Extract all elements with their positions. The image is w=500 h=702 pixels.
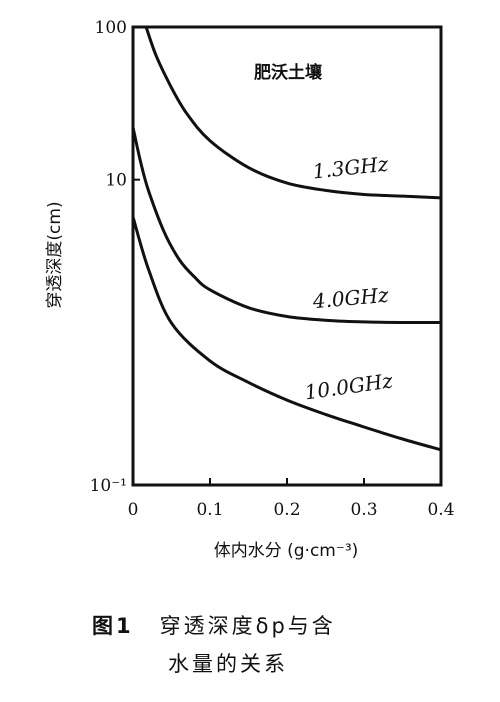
series-group [131, 25, 443, 452]
x-axis-label: 体内水分 (g·cm⁻³) [214, 541, 359, 561]
y-tick-label: 10 [105, 171, 127, 191]
x-tick-label: 0.2 [273, 500, 300, 520]
y-tick-label: 10⁻¹ [90, 476, 127, 496]
series-line-10.0GHz [131, 215, 443, 452]
series-label-10.0GHz: 10.0GHz [303, 368, 394, 404]
figure-caption-text: 穿透深度δp与含 [159, 614, 336, 638]
x-axis-ticks: 0 0.1 0.2 0.3 0.4 [128, 478, 455, 520]
plot-frame [131, 25, 443, 487]
y-axis-label: 穿透深度(cm) [45, 201, 65, 308]
figure-caption-line1: 图1 穿透深度δp与含 [92, 610, 336, 640]
x-tick-label: 0.1 [196, 500, 223, 520]
series-line-4.0GHz [131, 125, 443, 325]
series-label-1.3GHz: 1.3GHz [312, 152, 390, 184]
x-tick-label: 0.3 [350, 500, 377, 520]
figure-number: 图1 [92, 614, 134, 638]
x-tick-label: 0 [128, 500, 139, 520]
x-tick-label: 0.4 [427, 500, 454, 520]
soil-type-annotation: 肥沃土壤 [254, 62, 323, 83]
plot-border [131, 25, 443, 487]
y-axis-ticks: 10⁻¹ 10 100 [90, 18, 140, 496]
series-label-4.0GHz: 4.0GHz [311, 283, 390, 314]
figure-caption-line2: 水量的关系 [168, 652, 288, 676]
series-line-1.3GHz [144, 25, 443, 200]
y-tick-label: 100 [95, 18, 127, 38]
